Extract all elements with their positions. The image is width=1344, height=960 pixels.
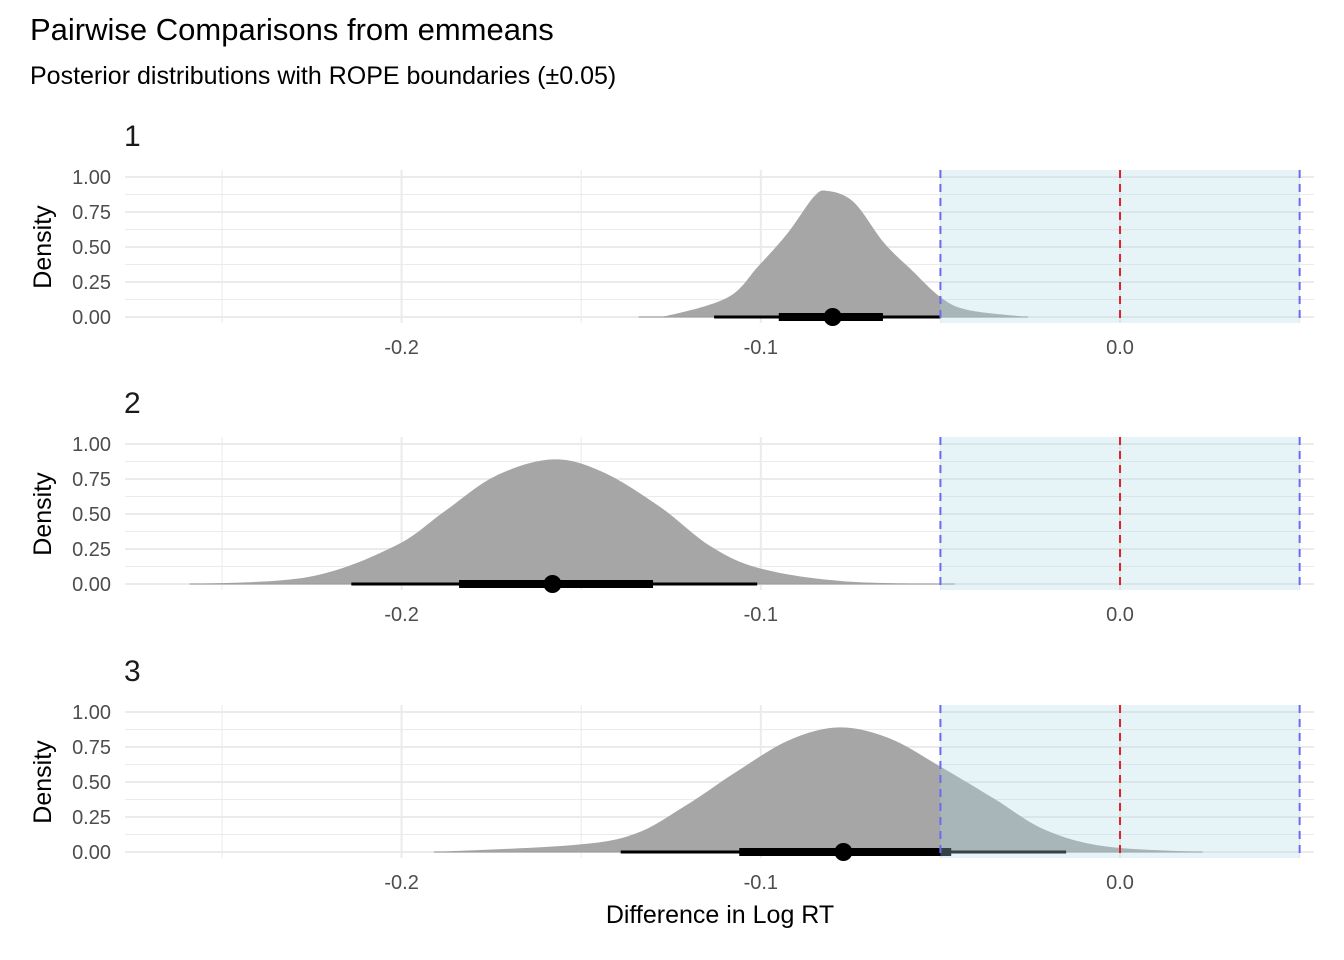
y-tick-label: 0.25 — [72, 272, 111, 294]
density-area — [189, 459, 955, 584]
facet-label: 3 — [124, 655, 141, 688]
facet-panels: 10.000.250.500.751.00-0.2 -0.1 0.0Density2… — [29, 120, 1314, 894]
chart-subtitle: Posterior distributions with ROPE bounda… — [30, 62, 616, 90]
y-tick-label: 0.75 — [72, 469, 111, 491]
y-axis-title: Density — [29, 205, 57, 289]
y-tick-label: 0.50 — [72, 237, 111, 259]
y-tick-label: 1.00 — [72, 434, 111, 456]
y-tick-label: 0.00 — [72, 574, 111, 596]
y-axis-title: Density — [29, 740, 57, 824]
facet-panel-3: 3 0.00 0.25 0.50 0.75 1.00 -0.2 -0.1 0.0 Density — [29, 655, 1314, 894]
y-tick-label: 0.75 — [72, 737, 111, 759]
point-estimate — [834, 843, 853, 861]
y-tick-label: 1.00 — [72, 702, 111, 724]
y-tick-label: 1.00 — [72, 167, 111, 189]
y-axis-title: Density — [29, 472, 57, 556]
y-tick-label: 0.25 — [72, 539, 111, 561]
x-tick-label: 0.0 — [1106, 872, 1134, 894]
density-area — [638, 190, 1029, 318]
y-tick-label: 0.00 — [72, 307, 111, 329]
facet-panel-2: 2 0.00 0.25 0.50 0.75 1.00 -0.2 -0.1 0.0 Density — [29, 387, 1314, 626]
y-tick-label: 0.50 — [72, 504, 111, 526]
x-tick-label: 0.0 — [1106, 337, 1134, 359]
x-tick-label: -0.1 — [744, 337, 778, 359]
chart-title: Pairwise Comparisons from emmeans — [30, 12, 554, 47]
facet-panel-1: 1 0.00 0.25 0.50 0.75 1.00 -0.2 -0.1 0.0 Density — [29, 120, 1314, 359]
y-tick-label: 0.75 — [72, 202, 111, 224]
x-tick-label: -0.1 — [744, 604, 778, 626]
density-area — [433, 727, 1203, 852]
facet-label: 1 — [124, 120, 141, 153]
point-estimate — [543, 575, 562, 593]
x-tick-label: -0.2 — [384, 337, 418, 359]
y-tick-label: 0.00 — [72, 842, 111, 864]
x-tick-label: -0.1 — [744, 872, 778, 894]
x-tick-label: 0.0 — [1106, 604, 1134, 626]
x-axis-title: Difference in Log RT — [606, 901, 834, 929]
y-tick-label: 0.25 — [72, 807, 111, 829]
y-tick-label: 0.50 — [72, 772, 111, 794]
x-tick-label: -0.2 — [384, 604, 418, 626]
facet-label: 2 — [124, 387, 141, 420]
point-estimate — [823, 308, 842, 326]
x-tick-label: -0.2 — [384, 872, 418, 894]
